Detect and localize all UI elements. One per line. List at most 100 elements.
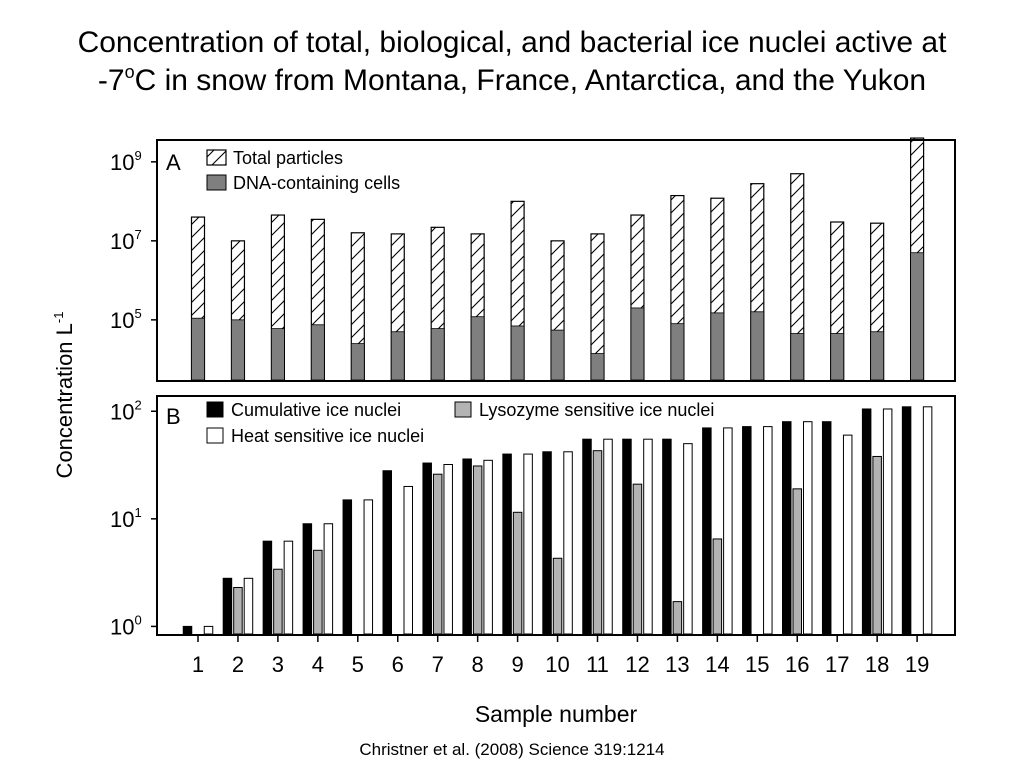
cumulative-bar-3 bbox=[262, 540, 273, 635]
xtick-label-16: 16 bbox=[785, 652, 809, 677]
lysozyme-bar-14 bbox=[712, 538, 723, 635]
heat-bar-1 bbox=[203, 625, 214, 635]
lysozyme-bar-4 bbox=[313, 549, 323, 635]
dna-cells-bar-9 bbox=[510, 325, 525, 381]
panel-a-ytick-label-7: 107 bbox=[110, 227, 142, 254]
heat-bar-10 bbox=[563, 451, 573, 635]
dna-cells-bar-15 bbox=[750, 311, 765, 381]
heat-bar-15 bbox=[763, 426, 773, 635]
panel-b-ytick-label-1: 101 bbox=[110, 505, 142, 532]
legend-cumulative-swatch bbox=[206, 401, 224, 418]
lysozyme-bar-16 bbox=[792, 488, 802, 635]
heat-bar-4 bbox=[323, 523, 334, 635]
heat-bar-7 bbox=[443, 463, 453, 635]
cumulative-bar-11 bbox=[582, 438, 592, 635]
xtick-label-10: 10 bbox=[545, 652, 569, 677]
x-axis-label: Sample number bbox=[475, 701, 638, 727]
heat-bar-18 bbox=[882, 408, 893, 635]
dna-cells-bar-18 bbox=[870, 331, 885, 381]
xtick-label-11: 11 bbox=[586, 652, 609, 677]
heat-bar-19 bbox=[922, 406, 933, 635]
panel-b-bars bbox=[182, 406, 933, 635]
cumulative-bar-5 bbox=[342, 499, 353, 635]
xtick-label-3: 3 bbox=[272, 652, 284, 677]
xtick-label-17: 17 bbox=[825, 652, 849, 677]
xtick-label-18: 18 bbox=[865, 652, 889, 677]
heat-bar-2 bbox=[243, 577, 254, 635]
heat-bar-12 bbox=[643, 438, 653, 635]
dna-cells-bar-13 bbox=[670, 323, 685, 381]
xtick-label-2: 2 bbox=[232, 652, 244, 677]
xtick-label-15: 15 bbox=[745, 652, 769, 677]
cumulative-bar-1 bbox=[182, 625, 193, 635]
cumulative-bar-16 bbox=[782, 421, 792, 635]
legend-lysozyme-swatch bbox=[454, 401, 472, 418]
lysozyme-bar-11 bbox=[592, 450, 603, 635]
dna-cells-bar-12 bbox=[630, 307, 645, 381]
heat-bar-14 bbox=[723, 427, 733, 635]
dna-cells-bar-5 bbox=[350, 343, 365, 381]
title-line-1: Concentration of total, biological, and … bbox=[77, 26, 947, 59]
title-line-2: -7oC in snow from Montana, France, Antar… bbox=[0, 62, 1024, 100]
title-line-2-prefix: -7 bbox=[97, 64, 125, 97]
dna-cells-bar-8 bbox=[470, 316, 485, 381]
panel-a-ytick-label-5: 105 bbox=[110, 306, 142, 333]
xtick-label-7: 7 bbox=[432, 652, 444, 677]
panel-b-letter: B bbox=[166, 404, 181, 429]
lysozyme-bar-12 bbox=[632, 483, 643, 635]
heat-bar-11 bbox=[603, 438, 613, 635]
dna-cells-bar-3 bbox=[270, 328, 285, 381]
dna-cells-bar-16 bbox=[790, 333, 805, 381]
lysozyme-bar-7 bbox=[432, 473, 443, 635]
lysozyme-bar-8 bbox=[472, 465, 483, 635]
heat-bar-9 bbox=[523, 453, 533, 635]
cumulative-bar-19 bbox=[901, 406, 912, 635]
legend-total-particles-swatch bbox=[206, 149, 227, 166]
cumulative-bar-2 bbox=[222, 577, 233, 635]
legend-dna-cells-label: DNA-containing cells bbox=[233, 173, 400, 193]
panel-b-frame bbox=[156, 395, 956, 636]
lysozyme-bar-3 bbox=[273, 568, 283, 635]
dna-cells-bar-7 bbox=[430, 328, 445, 381]
legend-b: Cumulative ice nuclei Lysozyme sensitive… bbox=[206, 400, 714, 446]
xtick-label-8: 8 bbox=[472, 652, 484, 677]
heat-bar-17 bbox=[842, 434, 853, 635]
cumulative-bar-13 bbox=[662, 438, 672, 635]
legend-a: Total particles DNA-containing cells bbox=[206, 148, 400, 193]
xtick-label-12: 12 bbox=[625, 652, 649, 677]
xtick-label-4: 4 bbox=[312, 652, 324, 677]
title-line-2-suffix: C in snow from Montana, France, Antarcti… bbox=[134, 64, 927, 97]
lysozyme-bar-2 bbox=[233, 586, 243, 635]
xtick-label-1: 1 bbox=[192, 652, 204, 677]
legend-total-particles-label: Total particles bbox=[233, 148, 343, 168]
lysozyme-bar-10 bbox=[552, 557, 563, 635]
cumulative-bar-4 bbox=[302, 523, 313, 635]
heat-bar-5 bbox=[363, 499, 374, 635]
panel-a-ytick-label-9: 109 bbox=[110, 148, 142, 175]
legend-heat-swatch bbox=[206, 427, 224, 444]
panel-a-bars bbox=[190, 137, 925, 381]
heat-bar-13 bbox=[683, 443, 693, 635]
cumulative-bar-6 bbox=[382, 470, 392, 635]
panel-b-ytick-label-0: 100 bbox=[110, 612, 142, 639]
legend-dna-cells-swatch bbox=[206, 174, 227, 191]
heat-bar-16 bbox=[803, 421, 813, 635]
dna-cells-bar-14 bbox=[710, 312, 725, 381]
dna-cells-bar-4 bbox=[310, 324, 325, 381]
cumulative-bar-14 bbox=[702, 427, 712, 635]
lysozyme-bar-9 bbox=[512, 511, 523, 635]
heat-bar-3 bbox=[283, 540, 294, 635]
cumulative-bar-12 bbox=[622, 438, 632, 635]
xtick-label-5: 5 bbox=[352, 652, 364, 677]
lysozyme-bar-13 bbox=[672, 601, 683, 635]
dna-cells-bar-2 bbox=[231, 319, 245, 381]
cumulative-bar-18 bbox=[861, 408, 872, 635]
cumulative-bar-8 bbox=[462, 458, 472, 635]
heat-bar-8 bbox=[483, 459, 493, 635]
slide-title: Concentration of total, biological, and … bbox=[0, 24, 1024, 100]
title-degree-sup: o bbox=[124, 62, 135, 82]
cumulative-bar-15 bbox=[742, 426, 752, 635]
cumulative-bar-9 bbox=[502, 453, 512, 635]
